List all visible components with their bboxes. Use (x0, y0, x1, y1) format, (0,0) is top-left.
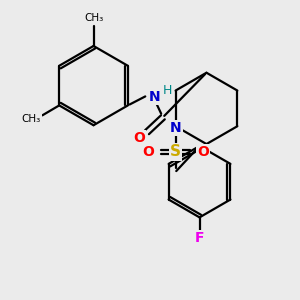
Text: S: S (170, 145, 181, 160)
Text: O: O (197, 145, 209, 159)
Text: F: F (195, 231, 204, 245)
Text: N: N (170, 121, 182, 135)
Text: O: O (142, 145, 154, 159)
Text: O: O (133, 131, 145, 145)
Text: H: H (163, 84, 172, 97)
Text: N: N (149, 89, 161, 103)
Text: CH₃: CH₃ (22, 114, 41, 124)
Text: CH₃: CH₃ (84, 13, 103, 23)
